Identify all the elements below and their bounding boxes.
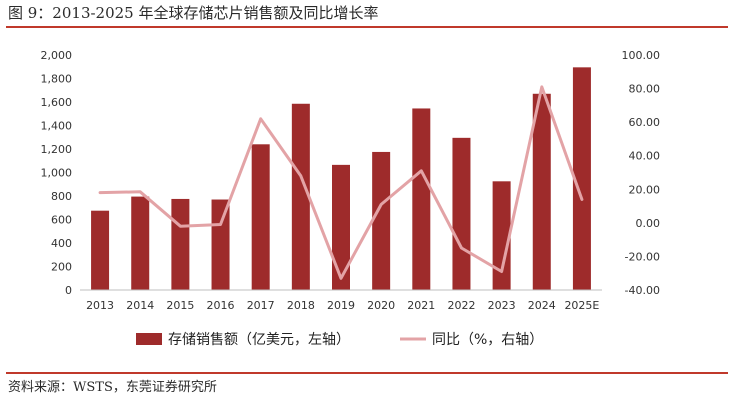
line-series (98, 85, 584, 280)
right-axis: -40.00 -20.00 0.00 20.00 40.00 60.00 80.00 100.… (622, 49, 661, 297)
bar (131, 196, 150, 290)
bar-series (91, 67, 591, 291)
line-point (179, 225, 182, 228)
line-point (299, 174, 303, 178)
x-tick-label: 2013 (86, 299, 114, 312)
left-tick-label: 0 (65, 284, 72, 297)
x-tick-label: 2017 (247, 299, 275, 312)
x-tick-label: 2018 (287, 299, 315, 312)
bar (332, 164, 350, 290)
line-point (219, 223, 222, 226)
left-tick-label: 1,800 (41, 73, 73, 86)
left-tick-label: 1,000 (41, 167, 73, 180)
line-point (339, 277, 343, 280)
right-tick-label: -20.00 (625, 250, 660, 263)
source-note: 资料来源：WSTS，东莞证券研究所 (8, 380, 217, 395)
line-point (379, 203, 383, 206)
line-point (98, 191, 102, 194)
right-tick-label: 80.00 (629, 83, 661, 96)
figure-title: 图 9：2013-2025 年全球存储芯片销售额及同比增长率 (8, 4, 379, 22)
x-tick-label: 2014 (126, 299, 154, 312)
x-tick-label: 2023 (488, 299, 516, 312)
legend-bar-swatch (136, 333, 162, 345)
left-tick-label: 2,000 (41, 49, 73, 62)
x-tick-label: 2022 (447, 299, 475, 312)
left-tick-label: 1,400 (41, 120, 73, 133)
left-tick-label: 200 (51, 261, 72, 274)
left-tick-label: 1,200 (41, 143, 73, 156)
x-tick-label: 2020 (367, 299, 395, 312)
x-tick-label: 2016 (207, 299, 235, 312)
line-point (460, 246, 463, 250)
legend-line-label: 同比（%，右轴） (432, 332, 543, 348)
line-point (420, 169, 423, 173)
left-tick-label: 800 (51, 190, 72, 203)
line-point (139, 190, 142, 194)
x-tick-label: 2024 (528, 299, 556, 312)
bar (492, 181, 511, 290)
line-point (580, 198, 584, 201)
x-tick-label: 2019 (327, 299, 355, 312)
bar (452, 137, 471, 290)
bar (211, 199, 230, 290)
legend-bar-label: 存储销售额（亿美元，左轴） (168, 332, 350, 348)
title-divider (6, 26, 728, 28)
line-point (540, 85, 543, 89)
bar (91, 210, 110, 290)
bar (532, 93, 551, 291)
bar (291, 103, 310, 290)
bar (412, 108, 431, 291)
right-tick-label: 60.00 (629, 116, 661, 129)
x-tick-label: 2015 (166, 299, 194, 312)
x-tick-label: 2025E (564, 299, 599, 312)
right-tick-label: 100.00 (622, 49, 661, 62)
left-axis: 0 200 400 600 800 1,000 1,200 1,400 1,600 1,800 2,… (41, 49, 73, 297)
line-point (500, 270, 503, 273)
left-tick-label: 1,600 (41, 96, 73, 109)
line-point (259, 117, 262, 120)
x-axis: 2013 2014 2015 2016 2017 2018 2019 2020 2021 2022… (86, 299, 599, 312)
right-tick-label: 20.00 (629, 183, 661, 196)
right-tick-label: 0.00 (636, 217, 661, 230)
chart: 0 200 400 600 800 1,000 1,200 1,400 1,600 1,800 2,… (41, 49, 661, 348)
source-divider (6, 372, 728, 374)
right-tick-label: -40.00 (625, 284, 660, 297)
bar (372, 151, 391, 290)
bar (251, 144, 270, 290)
left-tick-label: 400 (51, 237, 72, 250)
bar (572, 67, 591, 291)
right-tick-label: 40.00 (629, 150, 661, 163)
x-tick-label: 2021 (407, 299, 435, 312)
left-tick-label: 600 (51, 214, 72, 227)
bar (171, 198, 190, 290)
legend: 存储销售额（亿美元，左轴） 同比（%，右轴） (136, 332, 543, 348)
